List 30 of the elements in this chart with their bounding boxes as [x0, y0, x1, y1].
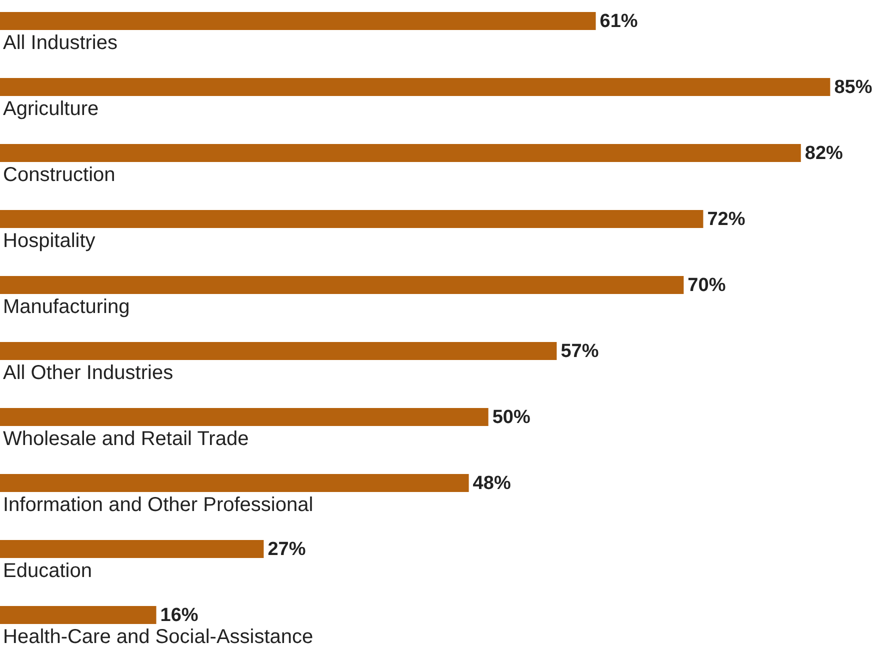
y-tick-label: Manufacturing	[3, 296, 130, 318]
data-label: 16%	[160, 605, 198, 626]
y-tick-label: Wholesale and Retail Trade	[3, 428, 249, 450]
bar	[0, 276, 684, 294]
data-label: 27%	[268, 539, 306, 560]
bar	[0, 144, 801, 162]
y-tick-label: Construction	[3, 164, 116, 186]
y-tick-label: Education	[3, 560, 92, 582]
bar	[0, 78, 830, 96]
bar	[0, 540, 264, 558]
bar	[0, 12, 596, 30]
bar	[0, 408, 488, 426]
y-tick-label: All Industries	[3, 32, 118, 54]
data-label: 85%	[834, 77, 872, 98]
data-label: 61%	[600, 11, 638, 32]
data-label: 72%	[707, 209, 746, 230]
y-tick-label: Health-Care and Social-Assistance	[3, 626, 314, 648]
y-tick-label: Agriculture	[3, 98, 99, 120]
bar	[0, 474, 469, 492]
bar	[0, 342, 557, 360]
data-label: 57%	[560, 341, 599, 362]
y-tick-label: Information and Other Professional	[3, 494, 314, 516]
y-tick-label: All Other Industries	[3, 362, 174, 384]
bar	[0, 606, 156, 624]
data-label: 48%	[472, 473, 511, 494]
bar	[0, 210, 704, 228]
data-label: 50%	[492, 407, 530, 428]
data-label: 70%	[688, 275, 726, 296]
y-tick-label: Hospitality	[3, 230, 96, 252]
data-label: 82%	[804, 143, 844, 164]
